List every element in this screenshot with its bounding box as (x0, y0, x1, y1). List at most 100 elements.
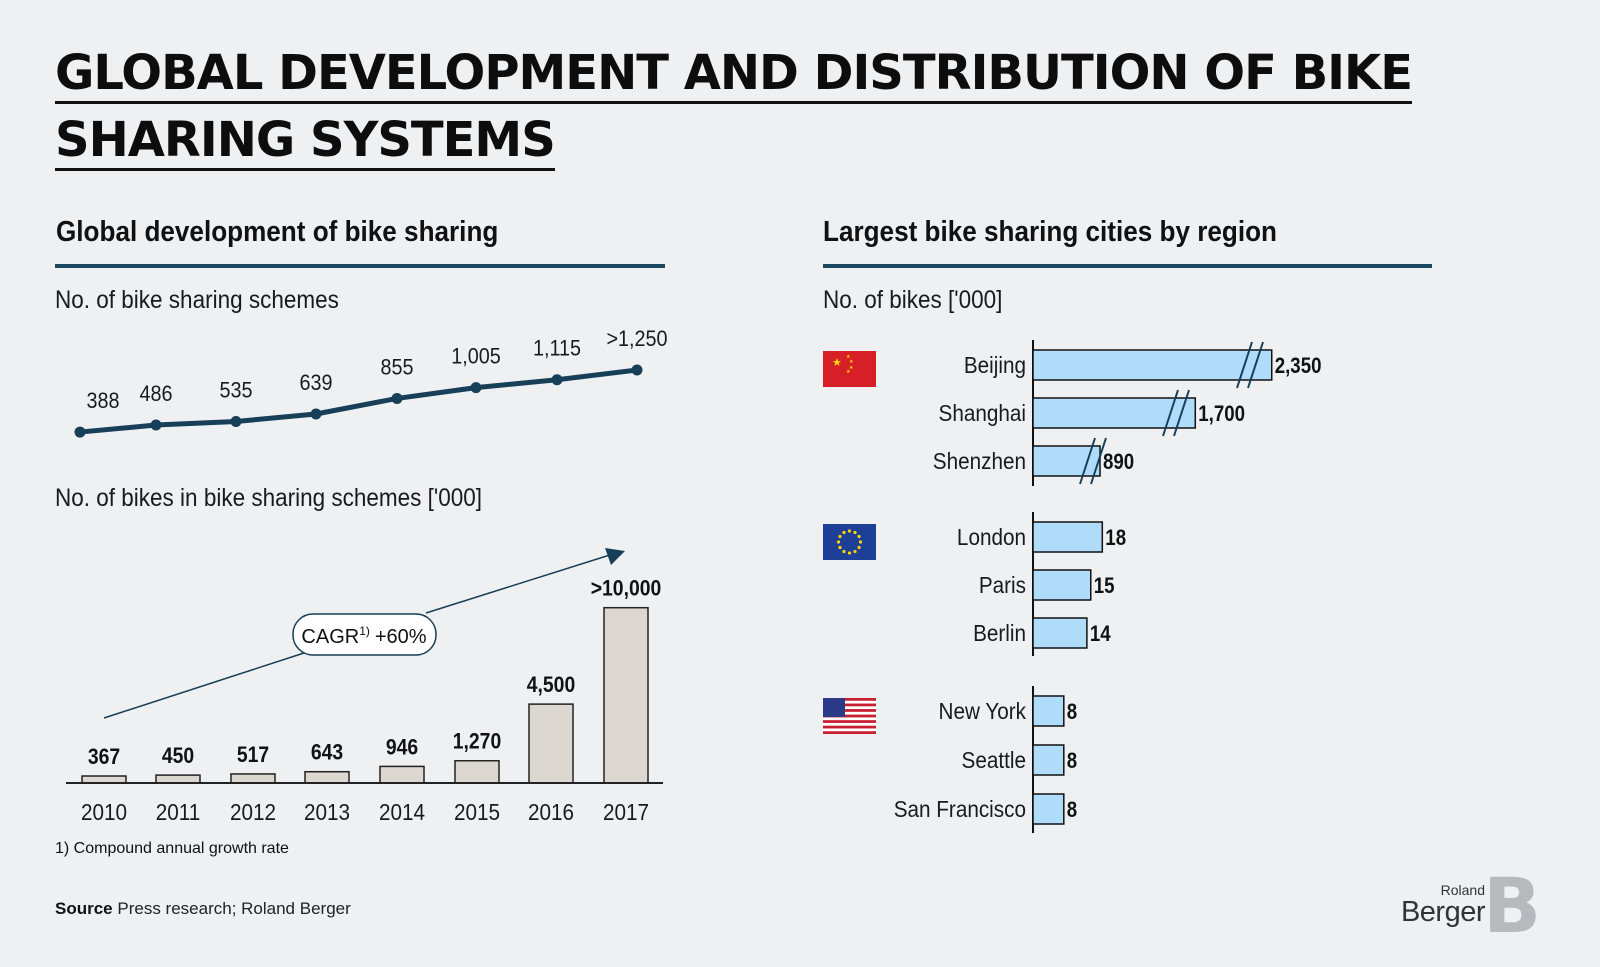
page-title-line2: SHARING SYSTEMS (55, 112, 556, 171)
city-name-paris: Paris (979, 572, 1026, 598)
city-name-shenzhen: Shenzhen (933, 448, 1026, 474)
left-section-heading: Global development of bike sharing (56, 216, 499, 248)
us-stripe (823, 698, 876, 701)
eu-star (857, 545, 861, 550)
roland-berger-logo: Roland Berger B (1395, 861, 1545, 950)
schemes-point-2017 (631, 364, 643, 376)
axis-break-mark-shenzhen-1 (1090, 437, 1107, 485)
city-name-seattle: Seattle (962, 747, 1026, 773)
schemes-label-2012: 535 (219, 379, 252, 403)
cagr-annotation: CAGR1) +60% (103, 548, 625, 719)
eu-star (857, 534, 861, 539)
us-stripe (823, 714, 876, 718)
city-value-new-york: 8 (1067, 701, 1077, 725)
city-value-london: 18 (1105, 527, 1126, 551)
year-tick-2010: 2010 (81, 799, 127, 825)
schemes-label-2016: 1,115 (533, 337, 581, 361)
cities-bar-chart: Beijing 2,350 Shanghai 1,700 Shenzhen 890 Lond… (894, 340, 1322, 833)
schemes-line-chart: 388 486 535 639 855 1,005 1,115 >1,250 (74, 327, 668, 438)
schemes-label-2013: 639 (299, 371, 332, 395)
bike-value-2015: 1,270 (453, 730, 501, 754)
year-tick-2016: 2016 (528, 799, 574, 825)
schemes-label-2014: 855 (380, 356, 413, 380)
svg-text:★: ★ (832, 357, 842, 369)
year-tick-2014: 2014 (379, 799, 425, 825)
year-tick-2011: 2011 (156, 799, 201, 825)
logo-roland: Roland (1440, 882, 1485, 898)
schemes-point-2012 (230, 415, 242, 427)
svg-text:★: ★ (846, 369, 851, 375)
city-value-paris: 15 (1094, 575, 1115, 599)
us-stripe (823, 720, 876, 723)
schemes-point-2013 (310, 408, 322, 420)
right-section-rule (823, 264, 1432, 268)
schemes-label-2017: >1,250 (606, 327, 667, 351)
left-section-rule (55, 264, 665, 268)
axis-break-mark-beijing-0 (1236, 341, 1253, 389)
city-value-beijing: 2,350 (1275, 355, 1322, 379)
bike-bar-2014 (379, 765, 425, 784)
city-bar-beijing (1032, 349, 1273, 381)
bike-value-2011: 450 (162, 744, 194, 768)
logo-berger: Berger (1400, 896, 1486, 928)
us-flag-icon (823, 698, 876, 734)
city-name-beijing: Beijing (964, 352, 1026, 378)
eu-star (847, 529, 852, 533)
us-stripe (823, 709, 876, 712)
city-value-berlin: 14 (1090, 623, 1111, 647)
eu-star (836, 540, 841, 544)
city-value-san-francisco: 8 (1067, 799, 1077, 823)
bike-bar-2016 (528, 703, 574, 784)
page-title-line1: GLOBAL DEVELOPMENT AND DISTRIBUTION OF B… (55, 45, 1413, 104)
eu-star (858, 540, 863, 544)
bike-value-2012: 517 (237, 743, 269, 767)
schemes-point-2015 (470, 382, 482, 394)
city-name-san-francisco: San Francisco (894, 796, 1026, 822)
schemes-point-2010 (74, 426, 86, 438)
axis-break-mark-shanghai-0 (1162, 389, 1179, 437)
axis-break-mark-shanghai-1 (1173, 389, 1190, 437)
schemes-label-2015: 1,005 (451, 345, 501, 369)
bike-bar-2010 (81, 775, 127, 784)
city-bar-san-francisco (1032, 793, 1065, 825)
eu-star (853, 549, 857, 554)
cagr-arrow-left (103, 652, 305, 719)
schemes-label-2011: 486 (139, 382, 172, 406)
axis-break-mark-shenzhen-0 (1079, 437, 1096, 485)
city-name-berlin: Berlin (973, 620, 1026, 646)
city-bar-new-york (1032, 695, 1065, 727)
eu-flag-icon (823, 524, 876, 560)
axis-break-mark-beijing-1 (1247, 341, 1264, 389)
city-name-new-york: New York (939, 698, 1026, 724)
bike-bar-2015 (454, 759, 500, 784)
year-tick-2013: 2013 (304, 799, 350, 825)
schemes-point-2014 (391, 392, 403, 404)
schemes-label: No. of bike sharing schemes (55, 286, 339, 314)
bike-value-2013: 643 (311, 741, 343, 765)
source-text: Press research; Roland Berger (117, 899, 351, 918)
svg-text:★: ★ (849, 359, 854, 365)
cagr-text: CAGR1) +60% (301, 624, 426, 648)
page-title: GLOBAL DEVELOPMENT AND DISTRIBUTION OF B… (55, 40, 1455, 174)
bike-bar-2013 (304, 770, 350, 784)
city-name-shanghai: Shanghai (939, 400, 1026, 426)
city-name-london: London (957, 524, 1026, 550)
china-flag-icon: ★ ★ ★ ★ ★ (823, 351, 876, 387)
eu-star (842, 530, 846, 535)
year-tick-2012: 2012 (230, 799, 276, 825)
us-stripe (823, 731, 876, 734)
year-tick-2015: 2015 (454, 799, 500, 825)
bike-value-2017: >10,000 (591, 577, 662, 601)
schemes-label-2010: 388 (86, 389, 119, 413)
right-section-heading: Largest bike sharing cities by region (823, 216, 1277, 248)
city-bar-berlin (1032, 617, 1088, 649)
schemes-point-2016 (551, 374, 563, 386)
bike-value-2014: 946 (386, 735, 418, 759)
city-bar-paris (1032, 569, 1092, 601)
city-bar-london (1032, 521, 1104, 553)
bike-value-2010: 367 (88, 745, 120, 769)
bike-bar-2012 (230, 773, 276, 784)
city-value-shenzhen: 890 (1103, 451, 1134, 475)
logo-b-mark: B (1483, 861, 1541, 950)
